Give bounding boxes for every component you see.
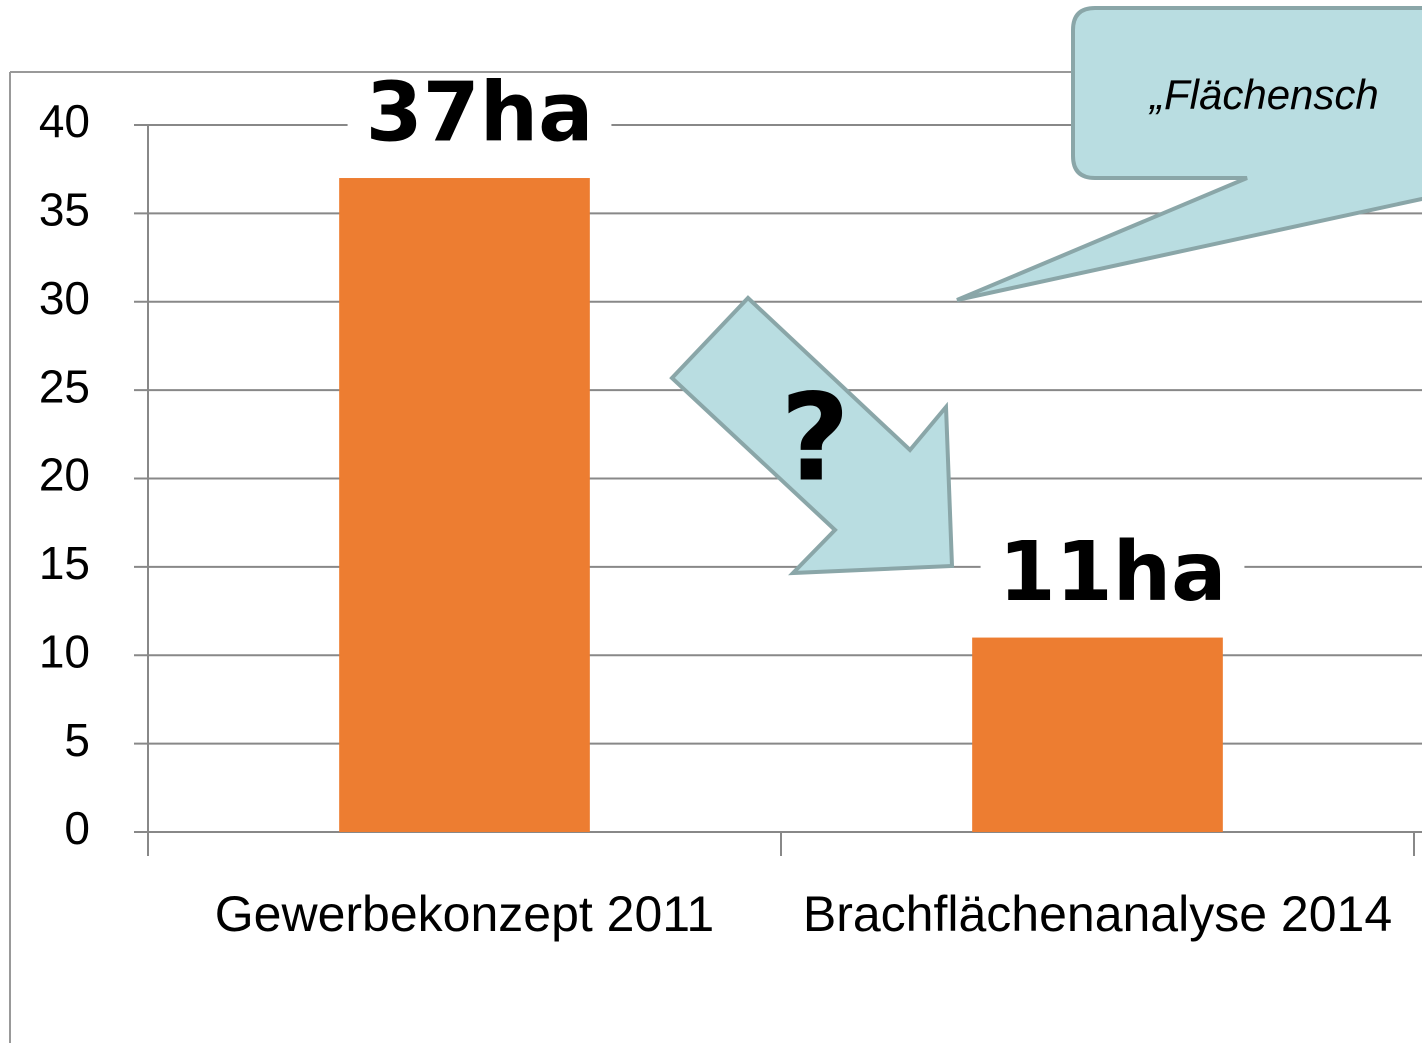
y-tick-label: 25: [39, 360, 90, 412]
y-tick-label: 30: [39, 272, 90, 324]
value-label: 37ha: [366, 65, 594, 160]
bar: [972, 637, 1223, 832]
y-tick-label: 35: [39, 184, 90, 236]
y-tick-label: 20: [39, 449, 90, 501]
y-tick-label: 0: [64, 802, 90, 854]
y-tick-label: 15: [39, 537, 90, 589]
y-tick-label: 10: [39, 625, 90, 677]
value-label-bg: [980, 533, 1245, 613]
x-tick-label: Brachflächenanalyse 2014: [803, 886, 1392, 942]
question-mark: ?: [780, 370, 850, 509]
y-tick-label: 5: [64, 714, 90, 766]
callout-text: „Flächensch: [1148, 71, 1379, 118]
y-tick-label: 40: [39, 95, 90, 147]
arrow: [669, 295, 955, 576]
value-label: 11ha: [999, 525, 1227, 620]
value-label-bg: [347, 73, 612, 153]
value-label-group: 37ha: [347, 65, 612, 160]
callout: [956, 6, 1422, 302]
bar: [339, 178, 590, 832]
value-label-group: 11ha: [980, 525, 1245, 620]
x-tick-label: Gewerbekonzept 2011: [215, 886, 714, 942]
